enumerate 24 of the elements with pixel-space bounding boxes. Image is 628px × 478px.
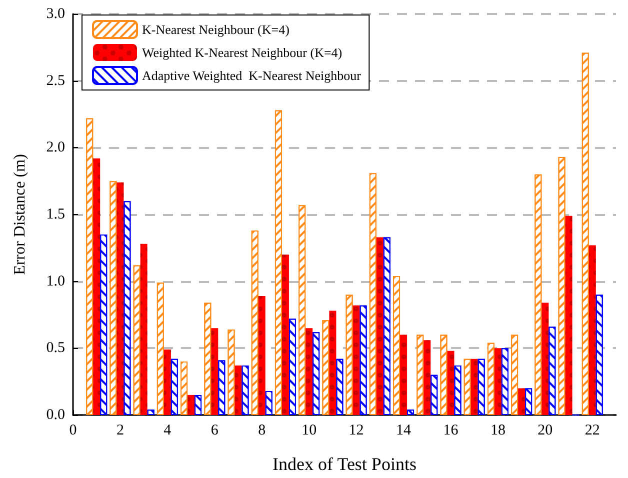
x-tick-label: 14 <box>396 422 412 438</box>
y-tick-label: 0.0 <box>46 407 65 423</box>
x-tick-label: 12 <box>348 422 364 438</box>
x-tick-label: 22 <box>584 422 600 438</box>
x-tick-label: 8 <box>258 422 266 438</box>
y-tick-label: 1.5 <box>46 206 65 222</box>
x-tick-label: 6 <box>210 422 219 438</box>
legend-label: Weighted K-Nearest Neighbour (K=4) <box>142 45 342 60</box>
x-tick-label: 16 <box>443 422 459 438</box>
y-axis-title: Error Distance (m) <box>12 154 28 275</box>
x-tick-label: 4 <box>164 422 172 438</box>
x-tick-label: 18 <box>490 422 506 438</box>
x-tick-label: 10 <box>302 422 317 438</box>
y-tick-label: 1.0 <box>46 273 65 290</box>
x-tick-label: 2 <box>116 422 124 438</box>
x-axis-title: Index of Test Points <box>272 454 416 474</box>
legend-label: K-Nearest Neighbour (K=4) <box>142 22 290 37</box>
legend-label: Adaptive Weighted K-Nearest Neighbour <box>142 68 362 83</box>
y-tick-label: 2.0 <box>46 140 65 156</box>
y-tick-label: 0.5 <box>46 340 65 356</box>
x-tick-label: 0 <box>69 422 77 438</box>
y-tick-label: 3.0 <box>46 6 65 22</box>
x-tick-label: 20 <box>538 422 553 438</box>
y-tick-label: 2.5 <box>46 72 65 89</box>
